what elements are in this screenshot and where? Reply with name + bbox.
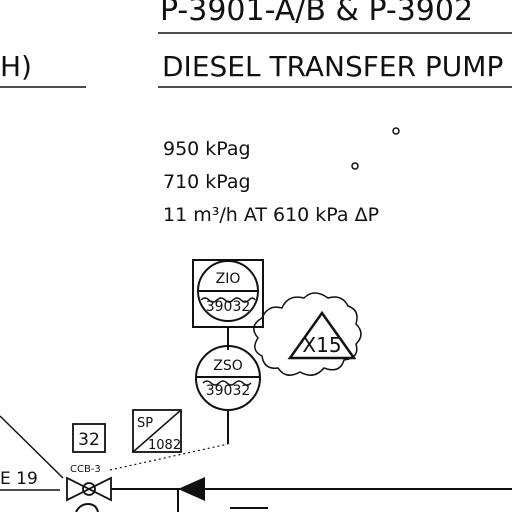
revision-cloud	[253, 292, 362, 376]
valve-body-right	[86, 476, 112, 502]
signal-line	[109, 443, 229, 471]
zso-tag: ZSO	[213, 358, 243, 374]
zso-number: 39032	[206, 383, 251, 399]
leader-line-upper	[0, 415, 64, 479]
zio-revision-cloud	[200, 297, 256, 303]
zso-revision-cloud	[202, 380, 252, 386]
degree-mark-1	[392, 127, 400, 135]
left-line-label: E 19	[0, 469, 38, 489]
zio-number: 39032	[206, 299, 251, 315]
sp-box	[132, 409, 182, 453]
spec-flow-rate: 11 m³/h AT 610 kPa ΔP	[163, 204, 379, 226]
revision-triangle	[287, 310, 357, 360]
zio-tag: ZIO	[216, 271, 241, 287]
valve-ball	[82, 482, 96, 496]
valve-label: CCB-3	[70, 464, 101, 475]
title-line-1: P-3901-A/B & P-3902	[160, 0, 473, 28]
spec-design-pressure: 950 kPag	[163, 138, 251, 160]
sp-number: 1082	[148, 438, 181, 453]
left-title-fragment: H)	[0, 50, 32, 83]
valve-body-left	[66, 476, 92, 502]
degree-mark-2	[351, 162, 359, 170]
title-line-2: DIESEL TRANSFER PUMP	[162, 50, 503, 83]
sp-tag: SP	[137, 416, 153, 431]
revision-label: X15	[302, 333, 341, 357]
sp-diagonal	[132, 409, 182, 453]
flow-arrow	[178, 477, 205, 501]
partial-shape-bottom-left	[75, 502, 99, 512]
spec-operating-pressure: 710 kPag	[163, 171, 251, 193]
box-32-label: 32	[78, 430, 100, 450]
box-32	[72, 423, 106, 453]
